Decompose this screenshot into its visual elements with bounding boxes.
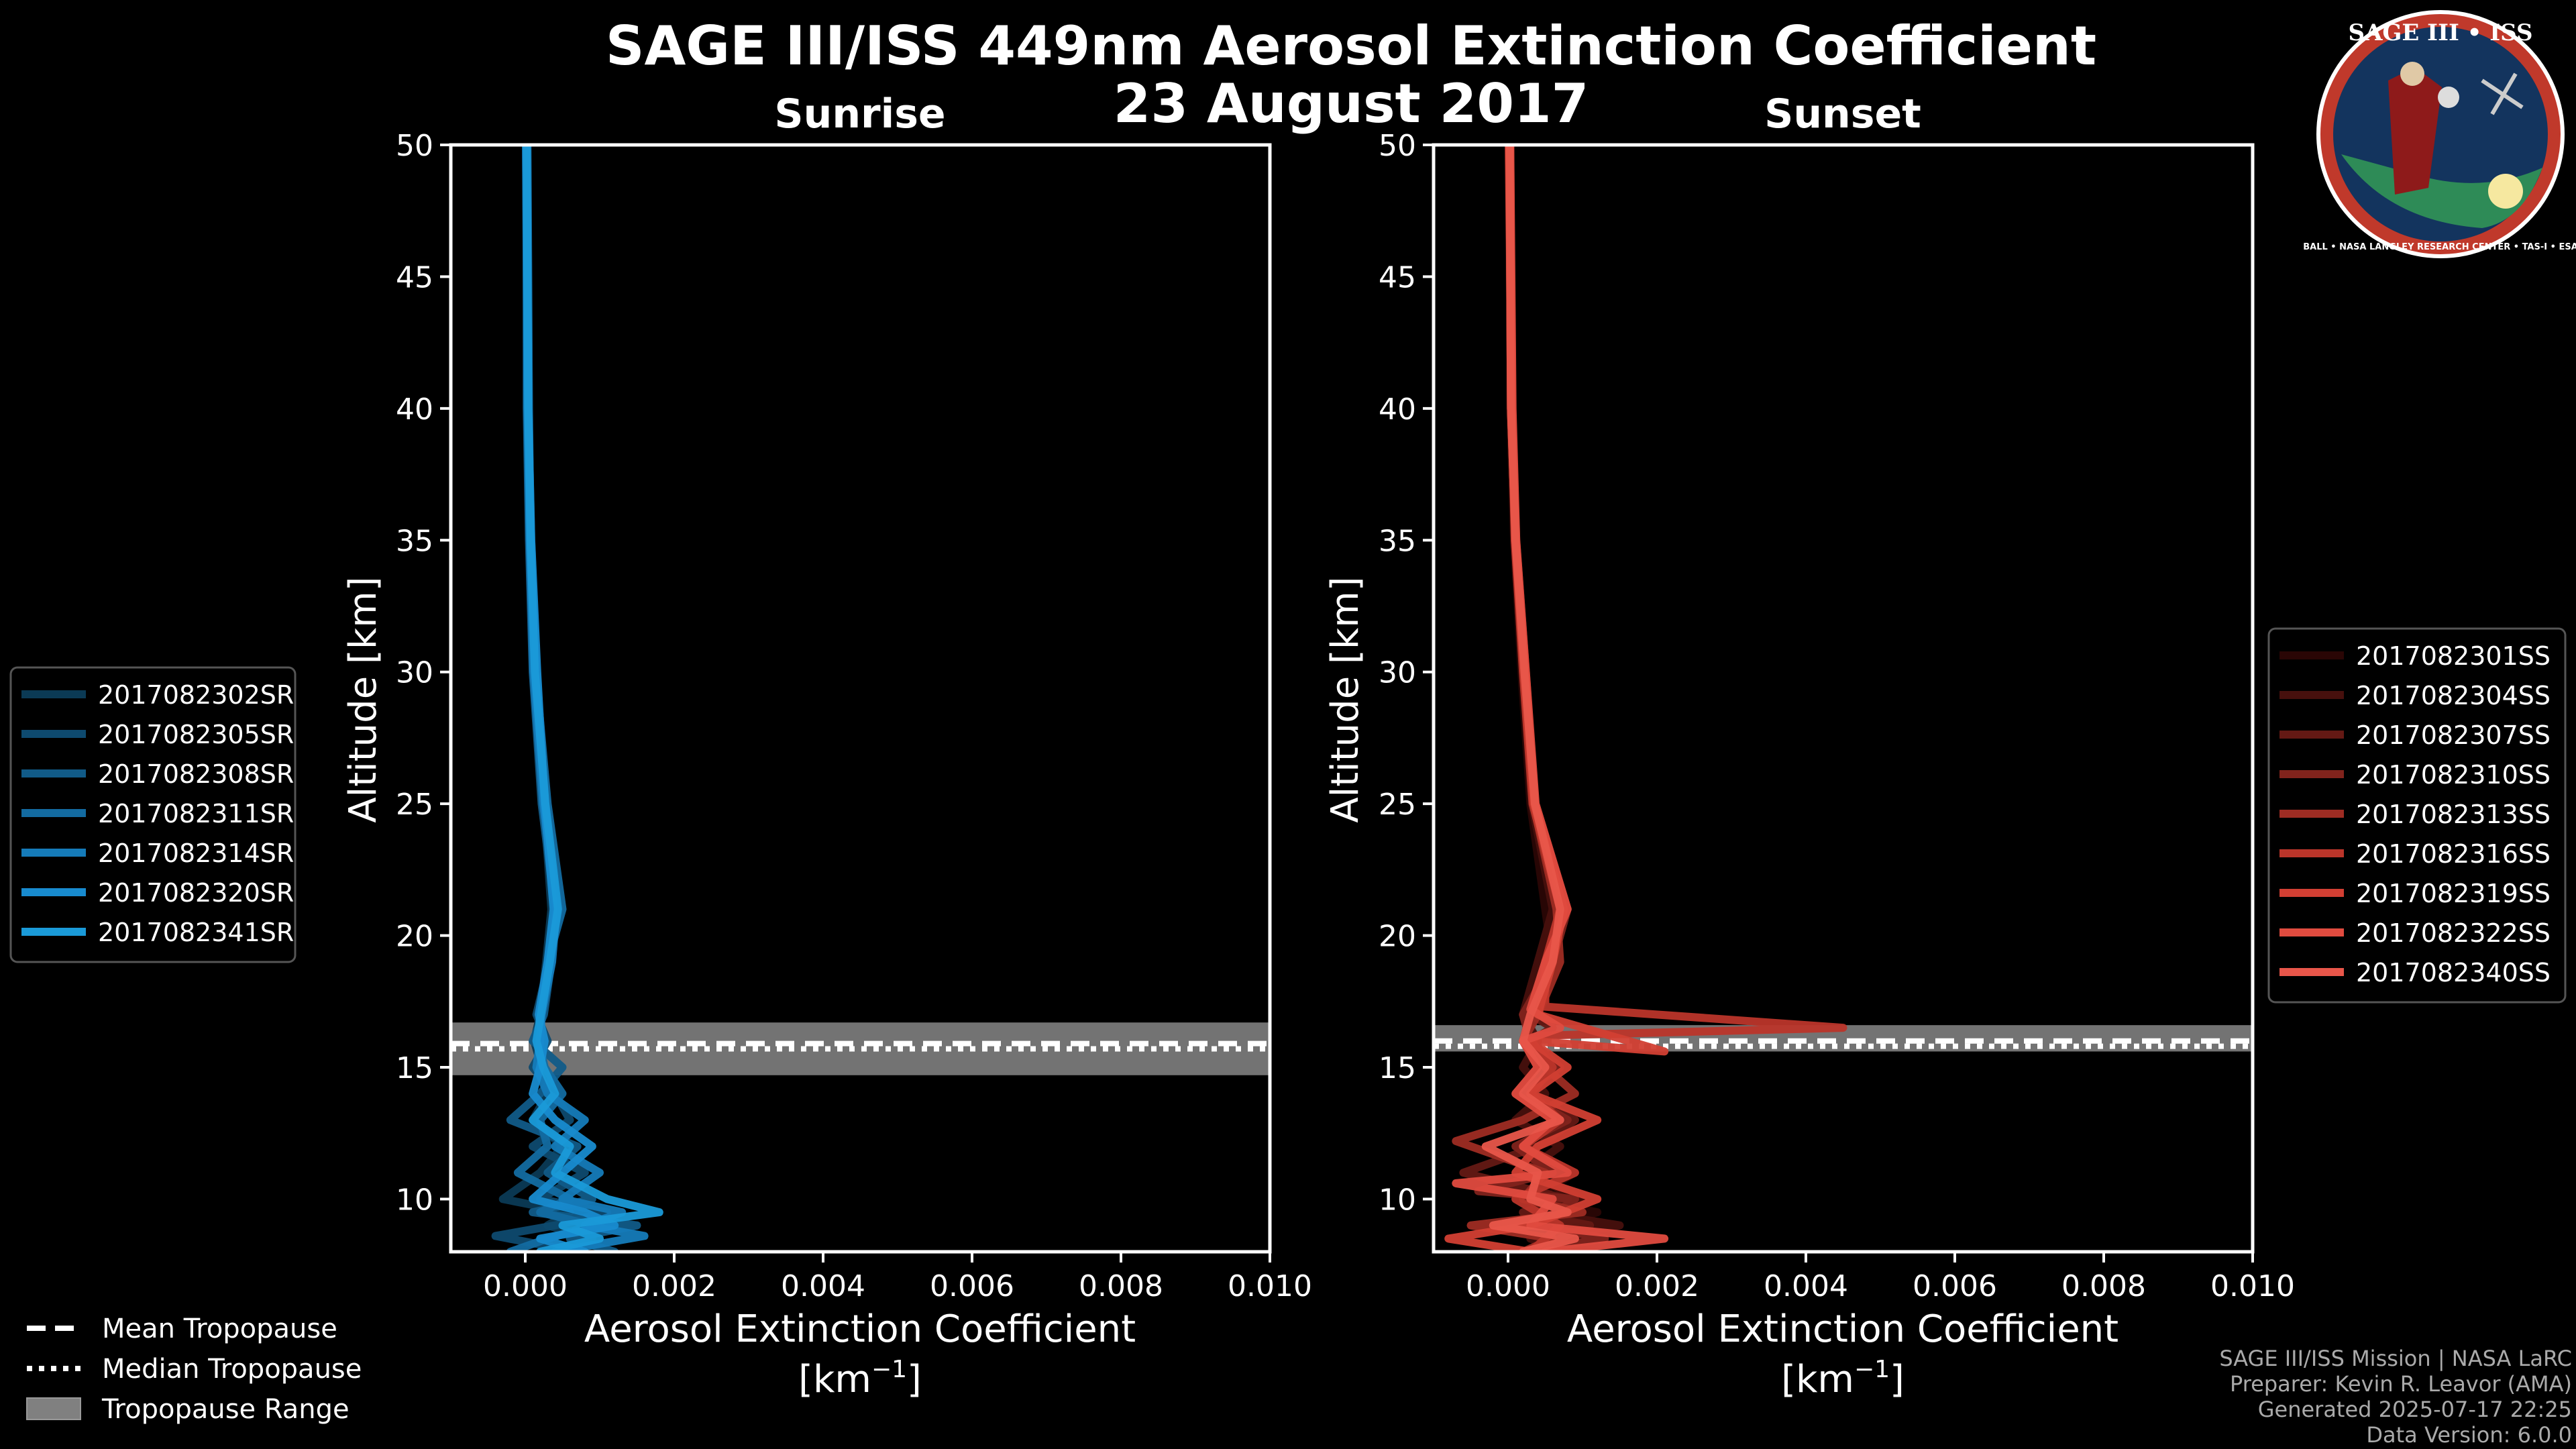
sunrise-legend: 2017082302SR 2017082305SR 2017082308SR 2017… xyxy=(9,666,297,963)
sunrise-legend-label-2017082311SR: 2017082311SR xyxy=(98,799,294,828)
sunrise-x-tick-label: 0.002 xyxy=(632,1269,716,1303)
sunset-legend-label-2017082307SS: 2017082307SS xyxy=(2356,720,2551,750)
sunrise-y-tick-label: 30 xyxy=(396,656,433,690)
sunrise-x-axis-label: Aerosol Extinction Coefficient xyxy=(584,1307,1136,1351)
sunset-y-tick-label: 20 xyxy=(1379,920,1416,954)
sunrise-plot-area: 10 15 20 25 30 35 40 45 50 0.000 0.002 0.004 0.006 0.… xyxy=(396,129,1312,1303)
figure-date: 23 August 2017 xyxy=(1114,72,1589,135)
sunrise-panel: Sunrise 10 15 20 25 30 35 40 45 50 0.000 0.002 0.00… xyxy=(341,91,1312,1401)
tropopause-legend-label: Tropopause Range xyxy=(101,1394,350,1425)
footer-generated: Generated 2025-07-17 22:25 xyxy=(2258,1397,2572,1422)
sunrise-x-tick-label: 0.004 xyxy=(781,1269,865,1303)
sunset-x-tick-label: 0.010 xyxy=(2210,1269,2295,1303)
sunrise-y-tick-label: 15 xyxy=(396,1051,433,1085)
sunset-legend-frame xyxy=(2267,627,2567,1004)
sunset-x-tick-label: 0.008 xyxy=(2061,1269,2146,1303)
sunset-profile-2017082340SS xyxy=(1481,145,1579,1252)
sunrise-x-axis-unit: [km−1] xyxy=(798,1356,922,1401)
sunrise-y-tick-label: 50 xyxy=(396,129,433,163)
sunrise-legend-label-2017082341SR: 2017082341SR xyxy=(98,918,294,947)
sunrise-legend-label-2017082308SR: 2017082308SR xyxy=(98,759,294,789)
sunset-x-tick-label: 0.002 xyxy=(1615,1269,1699,1303)
sunset-y-axis-label: Altitude [km] xyxy=(1324,576,1367,822)
sunset-x-tick-label: 0.000 xyxy=(1466,1269,1550,1303)
sunset-y-tick-label: 45 xyxy=(1379,260,1416,294)
sunset-panel: Sunset 10 15 20 25 30 35 40 45 50 0.000 0.002 0.004… xyxy=(1324,91,2295,1401)
sunset-legend-label-2017082319SS: 2017082319SS xyxy=(2356,879,2551,908)
logo-ring-text: BALL • NASA LANGLEY RESEARCH CENTER • TA… xyxy=(2303,242,2576,252)
sunset-axes-frame xyxy=(1432,143,2255,1254)
sunset-legend-label-2017082340SS: 2017082340SS xyxy=(2356,958,2551,987)
sunrise-y-tick-label: 20 xyxy=(396,920,433,954)
logo-title: SAGE III • ISS xyxy=(2348,19,2532,46)
footer-preparer: Preparer: Kevin R. Leavor (AMA) xyxy=(2230,1371,2572,1397)
sunset-legend-label-2017082304SS: 2017082304SS xyxy=(2356,681,2551,710)
sunset-legend-label-2017082310SS: 2017082310SS xyxy=(2356,760,2551,790)
sunset-x-tick-label: 0.006 xyxy=(1913,1269,1997,1303)
sunrise-y-tick-label: 35 xyxy=(396,524,433,558)
sunset-subtitle: Sunset xyxy=(1764,91,1921,138)
sunset-legend-label-2017082322SS: 2017082322SS xyxy=(2356,918,2551,948)
sunrise-plot-content xyxy=(451,145,1270,1252)
sunrise-legend-label-2017082302SR: 2017082302SR xyxy=(98,680,294,710)
sunset-legend-label-2017082301SS: 2017082301SS xyxy=(2356,641,2551,671)
sage-iii-iss-mission-logo: SAGE III • ISS BALL • NASA LANGLEY RESEA… xyxy=(2303,10,2576,258)
sunset-y-tick-label: 30 xyxy=(1379,656,1416,690)
sunrise-x-tick-label: 0.008 xyxy=(1079,1269,1163,1303)
sunset-legend-label-2017082316SS: 2017082316SS xyxy=(2356,839,2551,869)
sunset-plot-content xyxy=(1434,145,2253,1252)
sunrise-x-tick-label: 0.010 xyxy=(1228,1269,1312,1303)
footer-mission: SAGE III/ISS Mission | NASA LaRC xyxy=(2219,1346,2572,1371)
sunrise-profile-2017082341SR xyxy=(523,145,663,1252)
tropopause-legend: Mean Tropopause Median Tropopause Tropopau… xyxy=(26,1313,362,1425)
sunset-y-tick-label: 40 xyxy=(1379,392,1416,427)
sunset-y-tick-label: 35 xyxy=(1379,524,1416,558)
tropopause-legend-label: Median Tropopause xyxy=(102,1354,362,1385)
sunrise-y-tick-label: 45 xyxy=(396,260,433,294)
footer-data-version: Data Version: 6.0.0 xyxy=(2366,1422,2572,1448)
sunset-y-tick-label: 50 xyxy=(1379,129,1416,163)
sunrise-y-tick-label: 25 xyxy=(396,788,433,822)
sunset-legend-label-2017082313SS: 2017082313SS xyxy=(2356,800,2551,829)
sunrise-x-tick-label: 0.006 xyxy=(930,1269,1014,1303)
sunrise-x-tick-label: 0.000 xyxy=(483,1269,568,1303)
sunset-plot-area: 10 15 20 25 30 35 40 45 50 0.000 0.002 0.004 0.006 0.… xyxy=(1379,129,2295,1303)
sunrise-y-tick-label: 40 xyxy=(396,392,433,427)
sunrise-axes-frame xyxy=(449,143,1272,1254)
tropopause-range-swatch xyxy=(26,1397,81,1420)
sunrise-legend-label-2017082314SR: 2017082314SR xyxy=(98,839,294,868)
sunrise-legend-label-2017082305SR: 2017082305SR xyxy=(98,720,294,749)
figure-title: SAGE III/ISS 449nm Aerosol Extinction Co… xyxy=(606,15,2096,77)
sunrise-y-axis-label: Altitude [km] xyxy=(341,576,385,822)
tropopause-legend-label: Mean Tropopause xyxy=(102,1313,337,1344)
sunset-legend: 2017082301SS 2017082304SS 2017082307SS 2017… xyxy=(2267,627,2567,1004)
sunrise-legend-label-2017082320SR: 2017082320SR xyxy=(98,878,294,908)
sunset-y-tick-label: 15 xyxy=(1379,1051,1416,1085)
sunset-x-tick-label: 0.004 xyxy=(1764,1269,1848,1303)
sunset-y-tick-label: 25 xyxy=(1379,788,1416,822)
footer-credits: SAGE III/ISS Mission | NASA LaRC Prepare… xyxy=(2219,1346,2572,1448)
sunset-x-axis-label: Aerosol Extinction Coefficient xyxy=(1567,1307,2118,1351)
sunset-x-axis-unit: [km−1] xyxy=(1781,1356,1904,1401)
sunrise-y-tick-label: 10 xyxy=(396,1183,433,1217)
sunset-y-tick-label: 10 xyxy=(1379,1183,1416,1217)
sunrise-subtitle: Sunrise xyxy=(774,91,945,138)
